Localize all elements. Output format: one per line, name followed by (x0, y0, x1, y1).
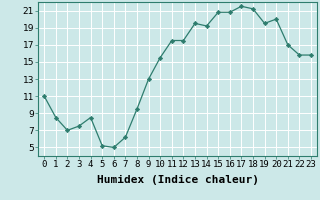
X-axis label: Humidex (Indice chaleur): Humidex (Indice chaleur) (97, 175, 259, 185)
